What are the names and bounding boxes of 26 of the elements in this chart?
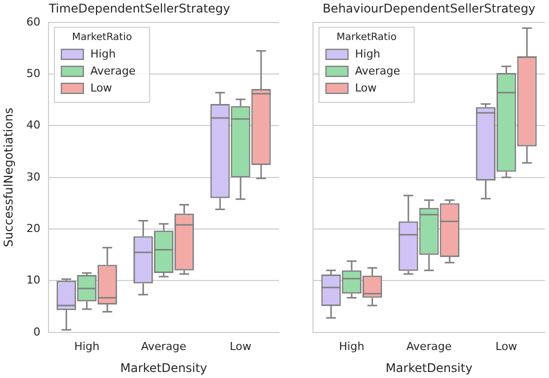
y-tick-label: 30 [26, 170, 40, 184]
y-axis-title: SuccessfulNegotiations [1, 108, 16, 248]
legend-title: MarketRatio [336, 32, 397, 43]
y-tick-label: 40 [26, 118, 40, 132]
y-tick-label: 50 [26, 66, 40, 80]
legend-label: Average [355, 64, 400, 78]
y-tick-label: 20 [26, 222, 40, 235]
y-tick-label: 0 [33, 325, 40, 338]
legend-label: High [90, 47, 116, 60]
chart-title: BehaviourDependentSellerStrategy [322, 1, 536, 16]
x-tick-label: Average [406, 340, 452, 353]
x-tick-label: Low [230, 340, 252, 353]
x-axis-title: MarketDensity [386, 360, 472, 375]
x-tick-label: Low [495, 340, 518, 353]
x-axis-title: MarketDensity [120, 360, 208, 375]
x-tick-label: High [74, 340, 100, 353]
legend-label: Average [90, 64, 136, 78]
y-tick-label: 10 [26, 274, 40, 287]
legend-label: High [355, 47, 380, 60]
x-tick-label: Average [141, 340, 187, 353]
legend-title: MarketRatio [72, 32, 132, 43]
y-tick-label: 60 [26, 15, 40, 28]
legend-label: Low [90, 81, 112, 94]
chart-title: TimeDependentSellerStrategy [48, 1, 230, 16]
legend-label: Low [355, 81, 377, 94]
x-tick-label: High [339, 340, 364, 353]
